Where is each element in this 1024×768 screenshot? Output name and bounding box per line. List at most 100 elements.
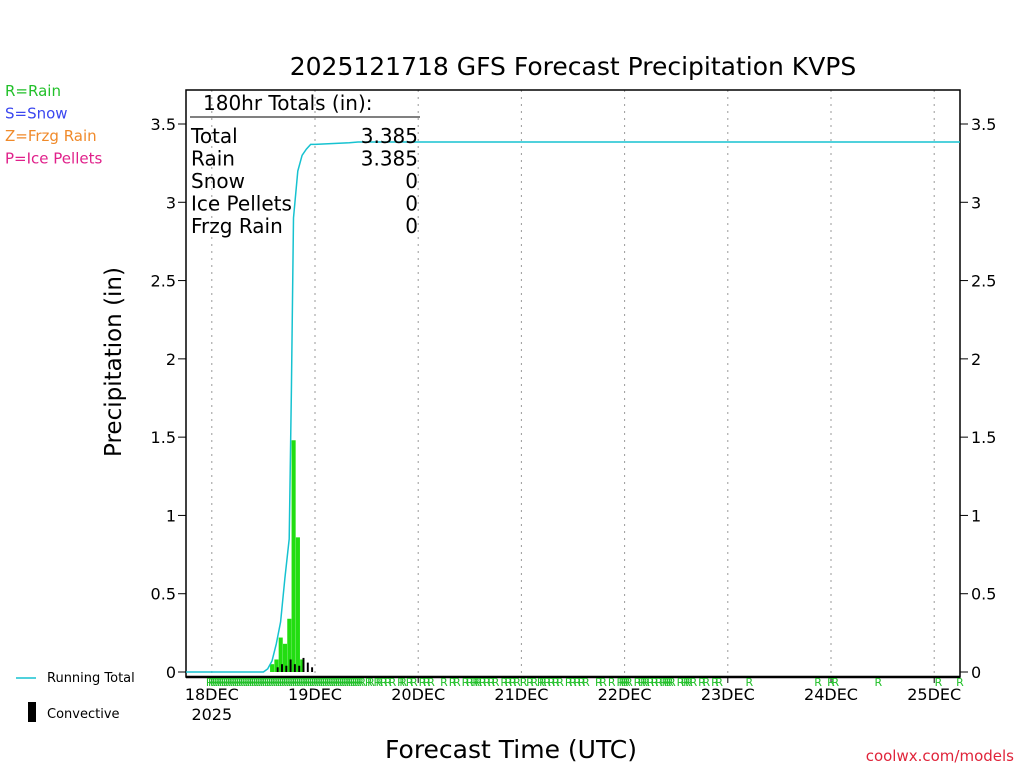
convective-bar — [281, 664, 283, 672]
y-tick-label-left: 0.5 — [151, 585, 176, 604]
rain-marker: R — [260, 676, 268, 689]
rain-marker: R — [505, 676, 513, 689]
convective-bar — [285, 665, 288, 672]
running-total-legend-label: Running Total — [47, 671, 135, 686]
rain-marker: R — [315, 676, 323, 689]
rain-marker: R — [827, 676, 835, 689]
totals-row-value: 3.385 — [361, 124, 418, 148]
rain-marker: R — [427, 676, 435, 689]
rain-marker: R — [251, 676, 259, 689]
rain-marker: R — [335, 676, 343, 689]
rain-marker: R — [956, 676, 964, 689]
y-tick-label-right: 2.5 — [971, 272, 996, 291]
rain-bar — [270, 664, 275, 672]
rain-marker: R — [677, 676, 685, 689]
rain-marker: R — [242, 676, 250, 689]
rain-marker: R — [389, 676, 397, 689]
convective-bar — [293, 664, 296, 672]
x-tick-sublabel: 2025 — [191, 705, 232, 724]
site-credit: coolwx.com/models — [866, 747, 1014, 765]
rain-marker: R — [328, 676, 336, 689]
rain-marker: R — [831, 676, 839, 689]
rain-marker: R — [453, 676, 461, 689]
rain-marker: R — [569, 676, 577, 689]
y-tick-label-right: 0.5 — [971, 585, 996, 604]
rain-marker: R — [337, 676, 345, 689]
y-tick-label-left: 3.5 — [151, 115, 176, 134]
rain-marker: R — [294, 676, 302, 689]
rain-marker: R — [266, 676, 274, 689]
rain-marker: R — [935, 676, 943, 689]
convective-legend-swatch — [28, 702, 36, 722]
rain-marker: R — [206, 676, 214, 689]
rain-marker: R — [227, 676, 235, 689]
rain-bar — [291, 440, 296, 672]
rain-marker: R — [307, 676, 315, 689]
rain-marker: R — [874, 676, 882, 689]
rain-marker: R — [343, 676, 351, 689]
rain-marker: R — [475, 676, 483, 689]
rain-marker: R — [380, 676, 388, 689]
rain-marker: R — [483, 676, 491, 689]
rain-marker: R — [599, 676, 607, 689]
rain-marker: R — [288, 676, 296, 689]
rain-marker: R — [277, 676, 285, 689]
rain-marker: R — [298, 676, 306, 689]
rain-marker: R — [232, 676, 240, 689]
rain-marker: R — [647, 676, 655, 689]
rain-marker: R — [702, 676, 710, 689]
x-tick-label: 23DEC — [701, 685, 755, 704]
rain-marker: R — [365, 676, 373, 689]
rain-marker: R — [397, 676, 405, 689]
rain-marker: R — [685, 676, 693, 689]
x-tick-label: 19DEC — [288, 685, 342, 704]
rain-marker: R — [268, 676, 276, 689]
rain-marker: R — [341, 676, 349, 689]
rain-marker: R — [595, 676, 603, 689]
type-legend-item: S=Snow — [5, 105, 68, 123]
y-tick-label-left: 2.5 — [151, 272, 176, 291]
x-tick-label: 20DEC — [391, 685, 445, 704]
rain-marker: R — [303, 676, 311, 689]
rain-marker: R — [582, 676, 590, 689]
rain-bar — [274, 659, 279, 672]
type-legend-item: Z=Frzg Rain — [5, 127, 97, 145]
rain-marker: R — [651, 676, 659, 689]
rain-bar — [282, 643, 288, 672]
rain-marker: R — [509, 676, 517, 689]
y-tick-label-right: 2 — [971, 350, 981, 369]
rain-marker: R — [543, 676, 551, 689]
y-tick-label-right: 3 — [971, 193, 981, 212]
rain-bar — [300, 659, 305, 672]
rain-marker: R — [281, 676, 289, 689]
rain-marker: R — [683, 676, 691, 689]
rain-marker: R — [552, 676, 560, 689]
x-tick-label: 25DEC — [907, 685, 961, 704]
rain-marker: R — [666, 676, 674, 689]
rain-marker: R — [356, 676, 364, 689]
totals-row-label: Rain — [191, 147, 235, 171]
rain-marker: R — [556, 676, 564, 689]
x-tick-label: 22DEC — [598, 685, 652, 704]
rain-marker: R — [565, 676, 573, 689]
convective-bar — [289, 659, 292, 672]
rain-marker: R — [245, 676, 253, 689]
rain-marker: R — [462, 676, 470, 689]
rain-marker: R — [642, 676, 650, 689]
rain-marker: R — [814, 676, 822, 689]
rain-marker: R — [240, 676, 248, 689]
y-tick-label-left: 1.5 — [151, 428, 176, 447]
totals-row-value: 0 — [405, 192, 418, 216]
rain-marker: R — [698, 676, 706, 689]
rain-marker: R — [520, 676, 528, 689]
rain-marker: R — [300, 676, 308, 689]
rain-marker: R — [419, 676, 427, 689]
rain-marker: R — [210, 676, 218, 689]
rain-marker: R — [399, 676, 407, 689]
rain-marker: R — [279, 676, 287, 689]
rain-bar — [287, 618, 292, 672]
rain-marker: R — [548, 676, 556, 689]
rain-marker: R — [621, 676, 629, 689]
rain-marker: R — [292, 676, 300, 689]
rain-marker: R — [668, 676, 676, 689]
